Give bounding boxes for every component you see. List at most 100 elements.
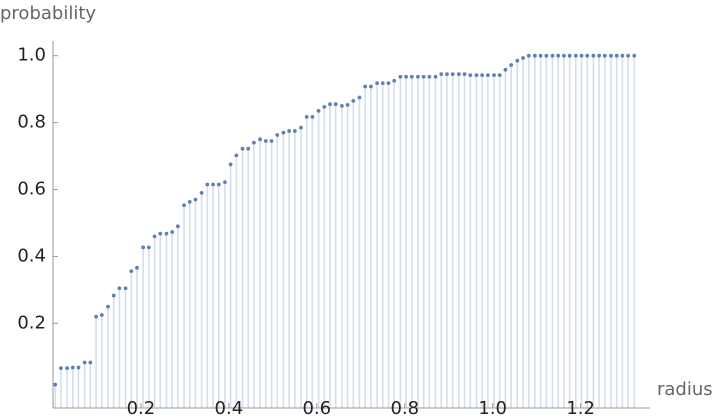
point [106,304,110,309]
point [591,53,596,58]
point [234,153,239,158]
point [269,139,274,143]
point [550,53,555,58]
point [392,78,397,83]
point [544,53,549,58]
point [573,53,578,58]
point [316,108,321,113]
point [182,203,186,208]
point [433,74,438,79]
point [497,73,502,77]
point [246,146,251,151]
point [135,265,139,270]
point [380,81,385,86]
y-tick-label: 0.2 [17,312,46,333]
point [187,200,192,204]
point [363,84,368,89]
point [515,58,520,63]
point [485,73,490,77]
x-tick-label: 1.2 [566,398,595,419]
point [375,81,379,86]
point [533,53,537,58]
point [404,74,408,79]
point [158,231,163,236]
point [333,102,338,107]
point [480,73,485,77]
point [193,197,198,202]
point [421,74,426,79]
point [82,360,87,365]
point [339,103,344,108]
point [456,72,461,76]
point [99,313,104,317]
point [252,140,256,145]
point [322,104,327,109]
point [287,129,292,133]
point [626,53,631,58]
x-axis-label: radius [657,379,713,400]
point [609,53,613,58]
point [199,190,204,195]
point [538,53,543,58]
point [632,53,637,58]
point [468,73,473,77]
point [386,81,391,86]
point [205,182,210,187]
point [146,245,151,250]
point [223,180,227,185]
point [76,365,81,370]
y-tick-label: 0.8 [17,112,46,133]
point [526,53,531,58]
x-tick-label: 0.2 [127,398,156,419]
point [292,129,297,133]
point [152,234,157,239]
point [111,293,116,298]
point [123,286,128,291]
y-tick-label: 1.0 [17,45,46,66]
point [164,231,169,236]
point [445,72,449,76]
point [94,314,98,319]
point [450,72,455,76]
point [240,146,245,151]
point [211,182,215,187]
x-tick-label: 0.6 [302,398,331,419]
point [345,102,350,107]
point [258,137,262,142]
point [129,269,134,274]
point [53,382,58,387]
point [351,98,356,103]
point [299,125,303,130]
point [398,74,403,79]
point [65,366,69,371]
point [556,53,561,58]
point [474,73,479,77]
point [503,67,508,72]
point [462,72,467,76]
point [567,53,572,58]
point [170,230,175,234]
point [409,74,414,79]
x-tick-label: 0.8 [390,398,419,419]
point [602,53,607,58]
point [620,53,625,58]
point [59,366,63,371]
point [416,74,420,79]
point [509,63,514,67]
point [216,182,221,187]
point [369,84,373,89]
y-axis-label: probability [0,3,96,24]
point [439,72,444,76]
point [328,102,332,107]
point [579,53,584,58]
point [427,74,432,79]
y-tick-label: 0.6 [17,179,46,200]
point [175,224,180,229]
point [562,53,566,58]
point [585,53,590,58]
point [281,130,286,135]
point [357,95,362,100]
x-tick-label: 1.0 [478,398,507,419]
point [141,245,146,250]
